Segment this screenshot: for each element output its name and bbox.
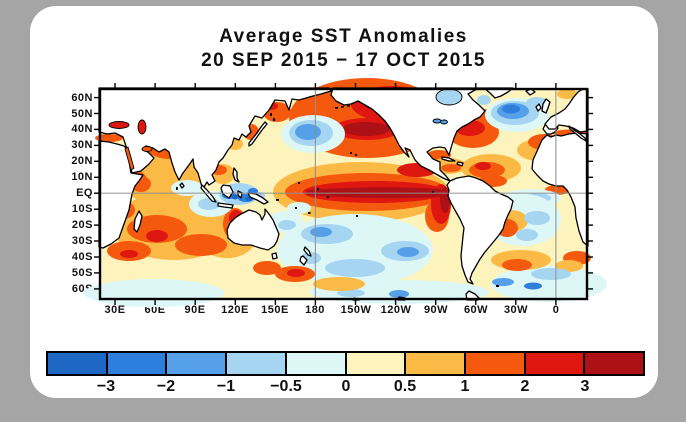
colorbar-cell xyxy=(48,353,108,374)
caspian-sea xyxy=(137,119,147,135)
colorbar-tick-label: −0.5 xyxy=(270,378,302,395)
land-layer xyxy=(98,87,589,301)
lat-tick-label: 30S xyxy=(71,235,93,247)
lon-tick-label: 120E xyxy=(221,304,249,316)
persian-gulf xyxy=(141,146,153,152)
colorbar-cell xyxy=(107,353,168,374)
hudson-bay xyxy=(435,88,463,106)
land-south-america xyxy=(446,175,514,285)
lon-tick-label: 120W xyxy=(380,304,412,316)
lat-tick-label: 40N xyxy=(71,123,93,135)
colorbar-tick-label: 0.5 xyxy=(393,378,417,395)
lat-tick-label: 20N xyxy=(71,155,93,167)
map-canvas xyxy=(84,78,607,307)
land-sri-lanka xyxy=(179,182,185,189)
lat-tick-label: 10S xyxy=(71,203,93,215)
land-java xyxy=(217,202,234,209)
land-new-zealand xyxy=(303,246,312,257)
colorbar-cell xyxy=(346,353,407,374)
land-madagascar xyxy=(133,210,143,233)
colorbar-tick-label: −2 xyxy=(156,378,176,395)
land-philippines xyxy=(232,167,240,183)
chart-title: Average SST Anomalies xyxy=(219,26,468,47)
land-borneo xyxy=(220,184,234,199)
lat-tick-label: 20S xyxy=(71,219,93,231)
lon-tick-label: 90E xyxy=(184,304,206,316)
colorbar-tick-label: 2 xyxy=(520,378,530,395)
land-britain xyxy=(541,98,551,114)
lat-tick-label: EQ xyxy=(76,187,93,199)
land-hispaniola xyxy=(456,161,464,167)
land-japan xyxy=(248,121,268,147)
lon-tick-label: 0 xyxy=(552,304,560,316)
lat-tick-label: 30N xyxy=(71,139,93,151)
chart-subtitle: 20 SEP 2015 − 17 OCT 2015 xyxy=(201,50,486,71)
colorbar-tick-label: 1 xyxy=(460,378,470,395)
colorbar-tick-label: 3 xyxy=(580,378,590,395)
black-sea xyxy=(108,121,130,129)
colorbar-cell xyxy=(167,353,228,374)
land-new-zealand-south xyxy=(299,255,308,266)
axis-ticks-layer xyxy=(94,83,593,305)
land-new-guinea xyxy=(247,192,269,205)
colorbar-tick-label: −3 xyxy=(96,378,116,395)
colorbar-legend xyxy=(46,351,645,376)
lon-tick-label: 30W xyxy=(503,304,529,316)
colorbar-cell xyxy=(286,353,347,374)
lon-tick-label: 60W xyxy=(463,304,489,316)
land-north-america xyxy=(330,87,486,182)
lat-tick-label: 50N xyxy=(71,108,93,120)
land-tasmania xyxy=(271,252,278,260)
lat-tick-label: 10N xyxy=(71,171,93,183)
sst-anomaly-map xyxy=(84,78,607,307)
ocean-anomaly-layer xyxy=(84,78,607,307)
lon-tick-label: 150W xyxy=(340,304,372,316)
colorbar-tick-label: −1 xyxy=(216,378,236,395)
colorbar-cell xyxy=(585,353,644,374)
lat-tick-label: 60N xyxy=(71,92,93,104)
lon-tick-label: 60E xyxy=(144,304,166,316)
map-border xyxy=(98,87,589,301)
colorbar-cell xyxy=(525,353,586,374)
land-ireland xyxy=(535,103,542,112)
lon-tick-label: 90W xyxy=(423,304,449,316)
red-sea xyxy=(124,146,135,171)
lon-tick-label: 30E xyxy=(104,304,126,316)
great-lakes-east xyxy=(440,119,448,125)
gridlines-layer xyxy=(99,88,588,300)
colorbar-cell xyxy=(406,353,466,374)
colorbar-cell xyxy=(227,353,287,374)
inland-seas-layer xyxy=(108,88,463,171)
land-cuba xyxy=(441,156,456,162)
figure-card: Average SST Anomalies 20 SEP 2015 − 17 O… xyxy=(30,6,658,398)
small-islands-layer xyxy=(176,105,499,287)
land-australia xyxy=(226,208,280,251)
lon-tick-label: 150E xyxy=(261,304,289,316)
great-lakes xyxy=(432,118,442,124)
lat-tick-label: 40S xyxy=(71,251,93,263)
lon-tick-label: 180 xyxy=(305,304,325,316)
colorbar-tick-label: 0 xyxy=(341,378,351,395)
lat-tick-label: 50S xyxy=(71,267,93,279)
colorbar-cell xyxy=(465,353,526,374)
land-africa-east xyxy=(98,140,144,249)
land-africa-west xyxy=(531,132,589,247)
